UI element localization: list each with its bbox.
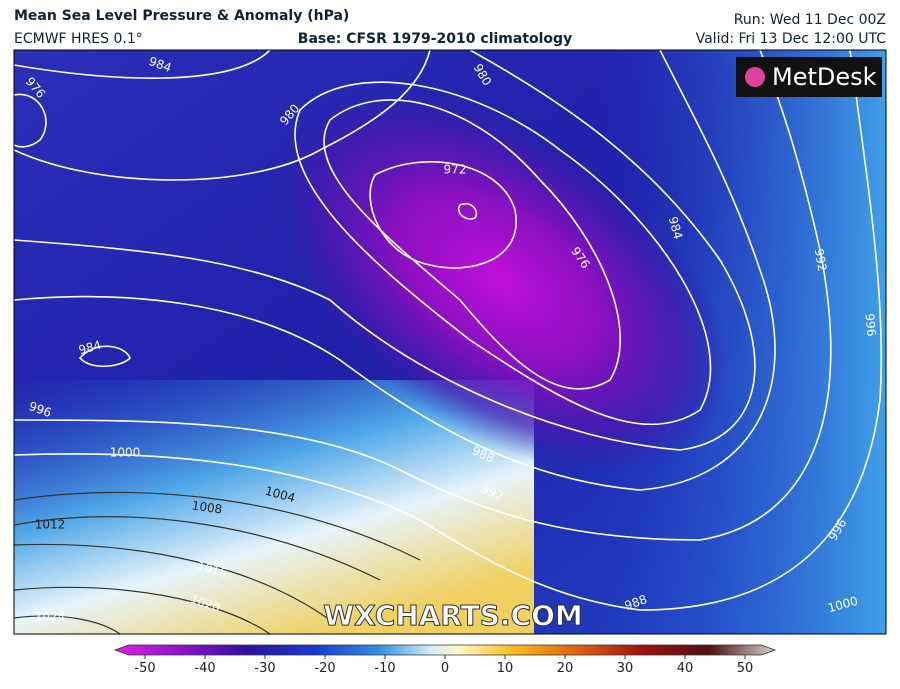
colorbar-tick-label: 40 (677, 661, 694, 676)
contour-label: 984 (77, 338, 103, 357)
colorbar-tick-label: 20 (557, 661, 574, 676)
colorbar-tick-label: -20 (314, 661, 335, 676)
contour-label: 992 (812, 247, 830, 272)
colorbar-tick-label: -40 (194, 661, 215, 676)
contour-label: 1024 (35, 610, 66, 624)
run: Run: Wed 11 Dec 00Z (734, 12, 886, 28)
low-anomaly (270, 86, 730, 474)
valid: Valid: Fri 13 Dec 12:00 UTC (696, 31, 887, 47)
colorbar-tick-label: -10 (374, 661, 395, 676)
colorbar-tick-label: 30 (617, 661, 634, 676)
metdesk-logo: MetDesk (772, 63, 877, 91)
contour-label: 972 (444, 163, 467, 177)
colorbar-bar (113, 644, 777, 656)
metdesk-icon (745, 67, 765, 87)
title: Mean Sea Level Pressure & Anomaly (hPa) (14, 8, 349, 24)
base: Base: CFSR 1979-2010 climatology (298, 31, 572, 47)
contour-label: 1008 (191, 498, 223, 516)
contour-label: 984 (666, 215, 685, 241)
colorbar-tick-label: 10 (497, 661, 514, 676)
contour-label: 1012 (35, 518, 66, 532)
map: 9769849809809729769849929969849961000100… (14, 50, 886, 634)
colorbar-tick-label: 0 (441, 661, 449, 676)
colorbar-tick-label: -30 (254, 661, 275, 676)
contour-label: 1000 (110, 446, 141, 460)
colorbar-tick-label: -50 (134, 661, 155, 676)
model: ECMWF HRES 0.1° (14, 31, 143, 47)
contour-label: 996 (863, 313, 879, 337)
wxcharts-watermark: WXCHARTS.COM (323, 599, 583, 632)
colorbar-tick-label: 50 (737, 661, 754, 676)
map-frame (13, 49, 887, 635)
isobars (14, 50, 883, 634)
colorbar: -50 -40 -30 -20 -10 0 10 20 30 40 50 (113, 644, 777, 676)
